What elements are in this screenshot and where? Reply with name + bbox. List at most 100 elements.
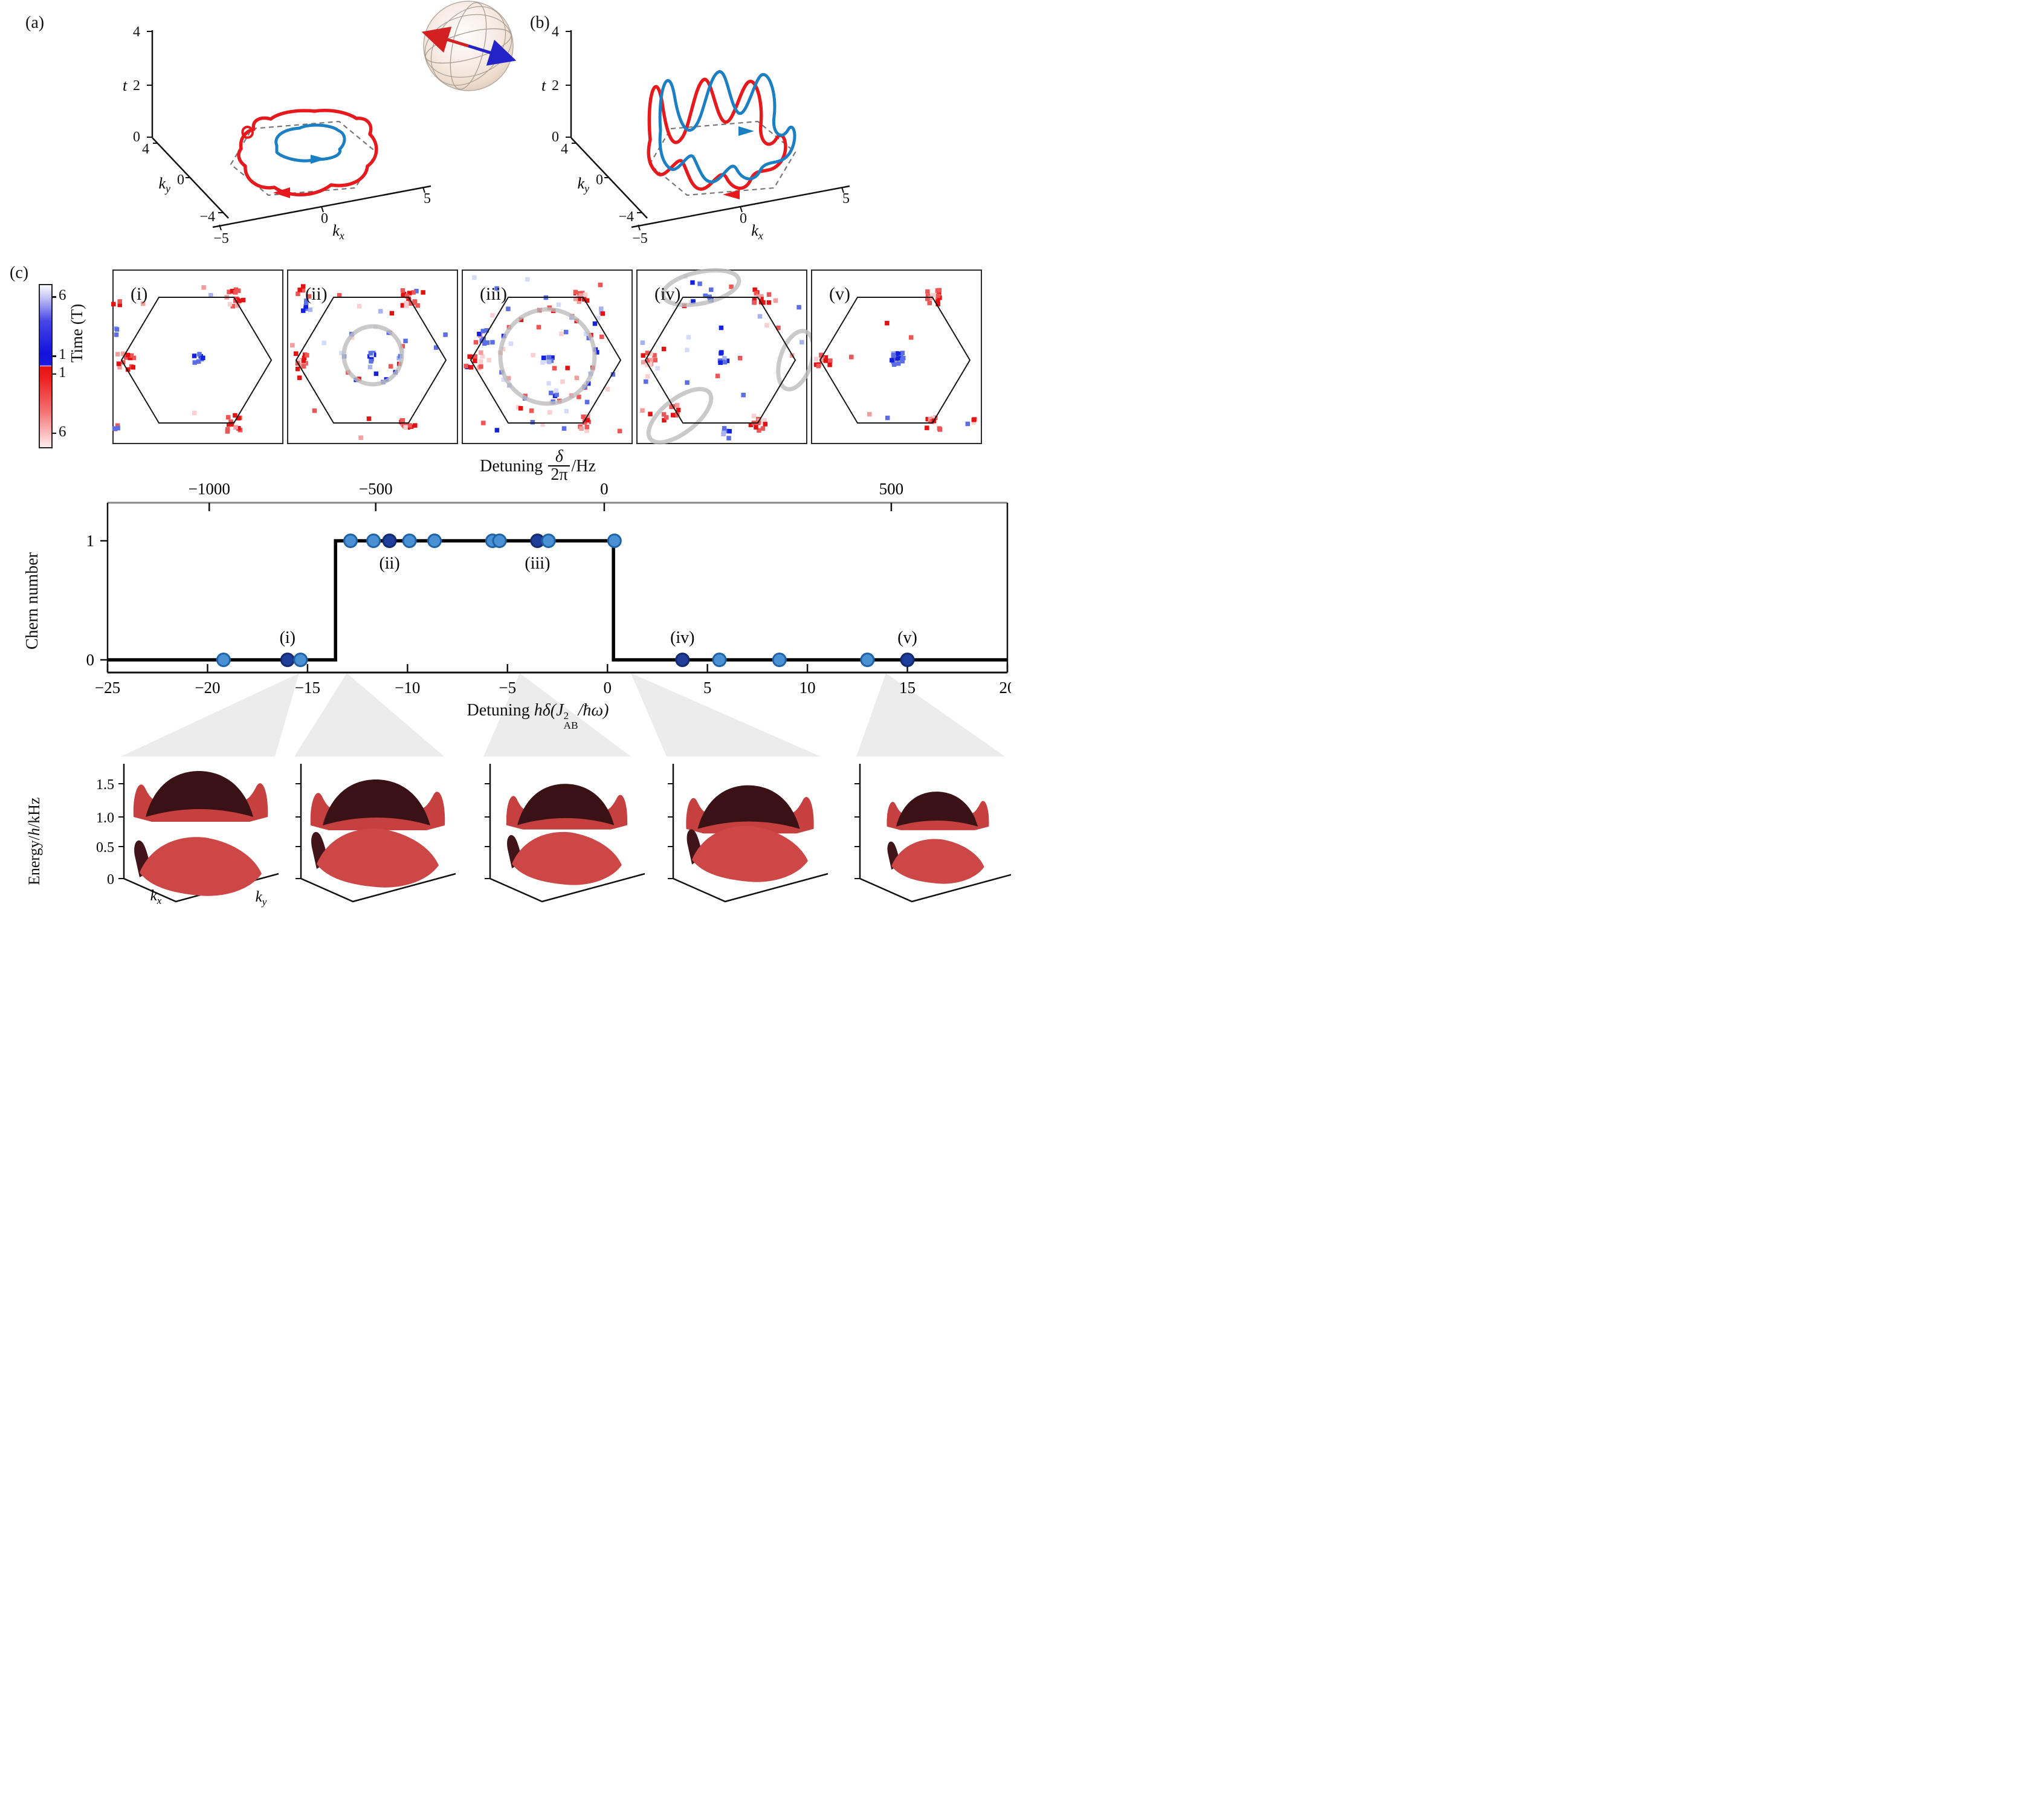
- colorbar-tick: [51, 373, 56, 375]
- heatmap-pixel: [725, 358, 730, 363]
- x-tick-label: 0: [603, 679, 612, 697]
- k-plane-base: [300, 873, 456, 903]
- heatmap-panel-iii: (iii): [462, 269, 633, 444]
- heatmap-pixel: [472, 275, 477, 280]
- bloch-sphere: [421, 1, 517, 91]
- heatmap-pixel: [506, 376, 511, 381]
- heatmap-pixel: [403, 425, 408, 430]
- point-annotation: (ii): [379, 554, 399, 573]
- kx-tick: 0: [321, 211, 328, 227]
- panel-a: (a) 4 2 0 t 4 0 −4 ky −5 0 5 kx: [25, 13, 431, 247]
- heatmap-pixel: [208, 292, 213, 298]
- heatmap-pixel: [849, 355, 854, 360]
- heatmap-pixel: [759, 294, 764, 299]
- heatmap-pixel: [729, 284, 734, 289]
- heatmap-pixel: [925, 425, 929, 430]
- top-axis-title: Detuning δ 2π/Hz: [480, 447, 596, 484]
- heatmap-pixel: [399, 418, 405, 423]
- point-annotation: (iv): [670, 628, 694, 647]
- kx-axis-label: kx: [150, 888, 162, 906]
- heatmap-pixel: [115, 423, 120, 428]
- callout-triangle: [483, 673, 631, 757]
- t-tick: 2: [552, 78, 559, 94]
- heatmap-pixel: [885, 415, 890, 421]
- heatmap-pixel: [776, 325, 781, 331]
- heatmap-pixel: [131, 365, 135, 370]
- k-plane-base: [489, 873, 645, 903]
- heatmap-pixel: [971, 420, 976, 425]
- heatmap-pixel: [645, 363, 650, 367]
- blue-arrowhead: [738, 126, 754, 136]
- heatmap-pixel: [796, 305, 801, 310]
- chern-data-point: [860, 653, 875, 667]
- energy-tick-label: 1.0: [96, 810, 114, 826]
- heatmap-pixel: [301, 364, 306, 369]
- heatmap-pixel: [641, 360, 646, 365]
- lower-band-surface: [507, 831, 622, 885]
- heatmap-pixel: [225, 415, 231, 420]
- heatmap-pixel: [308, 307, 313, 312]
- heatmap-pixel: [773, 298, 778, 303]
- heatmap-pixel: [300, 288, 306, 293]
- heatmap-pixel: [479, 364, 483, 369]
- heatmap-pixel: [819, 352, 824, 358]
- heatmap-pixel: [433, 345, 439, 350]
- heatmap-pixel: [294, 351, 299, 356]
- heatmap-pixel: [719, 325, 724, 331]
- heatmap-pixel: [559, 331, 564, 337]
- heatmap-panel-label: (i): [131, 284, 147, 304]
- brillouin-zone-hexagon: [644, 297, 796, 424]
- heatmap-pixel: [715, 373, 720, 378]
- upper-band-surface: [133, 771, 268, 822]
- heatmap-pixel: [121, 351, 126, 357]
- heatmap-pixel: [577, 299, 581, 304]
- heatmap-pixel: [372, 352, 376, 357]
- heatmap-pixel: [823, 355, 829, 360]
- heatmap-pixel: [197, 352, 202, 357]
- heatmap-pixel: [937, 288, 942, 293]
- t-axis-label: t: [541, 77, 546, 94]
- t-tick: 0: [552, 129, 559, 145]
- heatmap-pixel: [477, 332, 482, 337]
- red-arrowhead: [273, 187, 290, 198]
- gap-closing-ellipse-overlay: [661, 268, 741, 308]
- trajectory-panels: (a) 4 2 0 t 4 0 −4 ky −5 0 5 kx: [25, 1, 850, 247]
- heatmap-pixel: [766, 300, 772, 305]
- ky-axis-label: ky: [256, 889, 267, 908]
- gap-closing-ellipse-overlay: [646, 387, 714, 445]
- heatmap-pixel: [131, 355, 137, 361]
- lower-band-surface: [311, 828, 439, 888]
- energy-tick-label: 0.5: [96, 840, 114, 856]
- brillouin-zone-hexagon: [819, 297, 971, 424]
- heatmap-pixel: [117, 302, 122, 308]
- heatmap-pixel: [724, 428, 729, 434]
- x-tick-label: −25: [95, 679, 120, 697]
- ky-axis-label: ky: [577, 175, 589, 195]
- heatmap-pixel: [357, 304, 362, 309]
- chern-data-point: [280, 653, 295, 667]
- heatmap-pixel: [546, 381, 551, 386]
- heatmap-pixel: [760, 426, 766, 431]
- heatmap-pixel: [406, 296, 411, 302]
- heatmap-pixel: [648, 358, 653, 363]
- kx-tick: −5: [632, 231, 648, 247]
- heatmap-pixel: [415, 303, 420, 308]
- heatmap-pixel: [482, 341, 487, 346]
- x-tick-label: 10: [799, 679, 816, 697]
- panel-b-label: (b): [530, 13, 550, 32]
- heatmap-pixel: [564, 408, 569, 414]
- heatmap-pixel: [925, 289, 930, 294]
- heatmap-pixel: [925, 296, 930, 302]
- heatmap-pixel: [237, 298, 242, 303]
- heatmap-pixel: [298, 362, 303, 367]
- heatmap-pixel: [501, 377, 506, 382]
- heatmap-pixel: [241, 297, 246, 303]
- upper-band-surface: [506, 784, 628, 830]
- heatmap-pixel: [116, 361, 121, 366]
- heatmap-pixel: [599, 334, 604, 340]
- heatmap-pixel: [583, 292, 588, 297]
- heatmap-pixel: [813, 357, 819, 361]
- heatmap-pixel: [300, 284, 306, 289]
- brillouin-zone-hexagon: [120, 297, 273, 424]
- heatmap-pixel: [751, 413, 757, 419]
